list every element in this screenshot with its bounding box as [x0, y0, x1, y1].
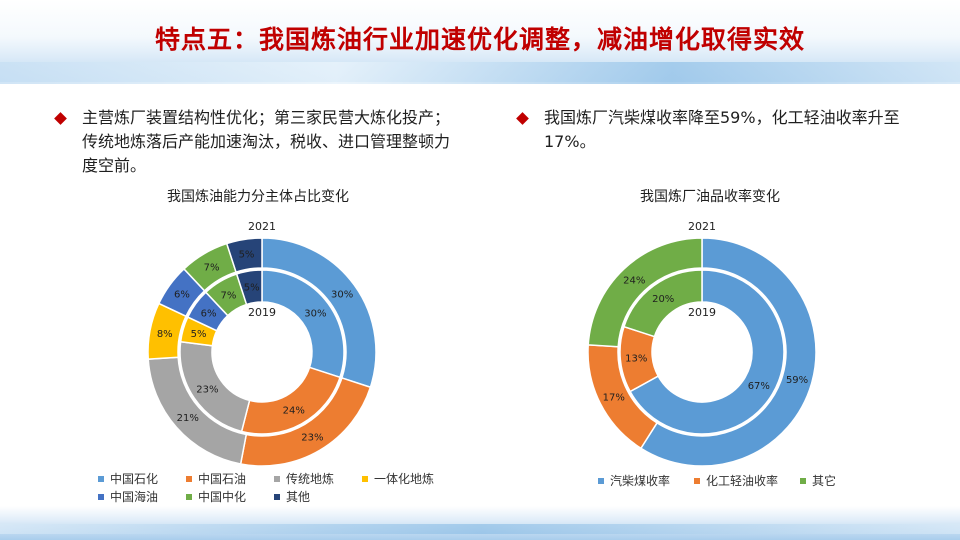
legend-label: 中国石油	[198, 472, 247, 486]
legend-swatch-icon	[362, 475, 368, 482]
bullet-right-text: 我国炼厂汽柴煤收率降至59%，化工轻油收率升至17%。	[544, 108, 900, 151]
inner-ring-slice-6	[235, 269, 263, 306]
legend-item: 其它	[800, 472, 836, 489]
legend-item: 中国海油	[98, 488, 158, 505]
footer-background	[0, 506, 960, 540]
legend-label: 中国中化	[198, 490, 247, 504]
chart-left-title: 我国炼油能力分主体占比变化	[167, 189, 349, 205]
legend-swatch-icon	[800, 477, 806, 484]
legend-swatch-icon	[98, 493, 104, 500]
outer-ring-label-4: 6%	[174, 289, 190, 300]
bullet-right: 我国炼厂汽柴煤收率降至59%，化工轻油收率升至17%。	[516, 106, 918, 154]
header-band	[0, 62, 960, 84]
outer-ring-label-5: 7%	[204, 262, 220, 273]
inner-ring-label-2: 23%	[196, 385, 218, 396]
legend-label: 其他	[286, 490, 311, 504]
outer-ring-year-label: 2021	[248, 220, 276, 233]
outer-ring-label-2: 24%	[623, 275, 645, 286]
legend-item: 其他	[274, 488, 310, 505]
footer-band	[0, 524, 960, 534]
inner-ring-label-6: 5%	[244, 282, 260, 293]
legend-item: 汽柴煤收率	[598, 472, 670, 489]
chart-right-title: 我国炼厂油品收率变化	[640, 189, 780, 205]
legend-swatch-icon	[598, 477, 604, 484]
outer-ring-label-6: 5%	[239, 250, 255, 261]
capacity-share-legend: 中国石化 中国石油 传统地炼 一体化地炼中国海油 中国中化 其他	[98, 470, 478, 510]
legend-item: 化工轻油收率	[694, 472, 778, 489]
legend-swatch-icon	[274, 475, 280, 482]
outer-ring-slice-0	[639, 237, 817, 467]
inner-ring-year-label: 2019	[688, 306, 716, 319]
inner-ring-slice-2	[623, 269, 703, 338]
legend-item: 中国石化	[98, 470, 158, 487]
outer-ring-label-1: 17%	[603, 392, 625, 403]
bullet-left: 主营炼厂装置结构性优化；第三家民营大炼化投产；传统地炼落后产能加速淘汰，税收、进…	[54, 106, 456, 178]
legend-item: 中国中化	[186, 488, 246, 505]
inner-ring-label-2: 20%	[652, 294, 674, 305]
legend-item: 一体化地炼	[362, 470, 434, 487]
inner-ring-label-3: 5%	[191, 329, 207, 340]
legend-label: 传统地炼	[286, 472, 335, 486]
legend-swatch-icon	[186, 475, 192, 482]
outer-ring-label-0: 30%	[331, 289, 353, 300]
inner-ring-label-1: 24%	[283, 405, 305, 416]
legend-item: 传统地炼	[274, 470, 334, 487]
inner-ring-label-5: 7%	[220, 291, 236, 302]
inner-ring-slice-0	[629, 269, 785, 435]
inner-ring-label-0: 30%	[304, 309, 326, 320]
inner-ring-year-label: 2019	[248, 306, 276, 319]
inner-ring-label-0: 67%	[748, 381, 770, 392]
product-yield-legend: 汽柴煤收率 化工轻油收率 其它	[598, 472, 898, 492]
outer-ring-label-2: 21%	[177, 413, 199, 424]
legend-label: 化工轻油收率	[706, 474, 779, 488]
slide-title: 特点五：我国炼油行业加速优化调整，减油增化取得实效	[154, 25, 805, 54]
inner-ring-slice-0	[261, 269, 345, 379]
legend-label: 中国石化	[110, 472, 159, 486]
outer-ring-year-label: 2021	[688, 220, 716, 233]
legend-swatch-icon	[274, 493, 280, 500]
bullet-left-text: 主营炼厂装置结构性优化；第三家民营大炼化投产；传统地炼落后产能加速淘汰，税收、进…	[82, 108, 451, 175]
legend-swatch-icon	[186, 493, 192, 500]
legend-label: 其它	[812, 474, 837, 488]
legend-item: 中国石油	[186, 470, 246, 487]
capacity-share-donut-chart: 30%23%21%8%6%7%5%30%24%23%5%6%7%5%202120…	[147, 220, 377, 467]
legend-swatch-icon	[98, 475, 104, 482]
outer-ring-slice-2	[587, 237, 703, 348]
outer-ring-label-1: 23%	[301, 433, 323, 444]
outer-ring-label-0: 59%	[786, 375, 808, 386]
outer-ring-slice-6	[225, 237, 263, 274]
inner-ring-label-1: 13%	[625, 354, 647, 365]
legend-swatch-icon	[694, 477, 700, 484]
outer-ring-label-3: 8%	[157, 329, 173, 340]
legend-label: 一体化地炼	[374, 472, 435, 486]
inner-ring-label-4: 6%	[201, 309, 217, 320]
legend-label: 汽柴煤收率	[610, 474, 671, 488]
legend-label: 中国海油	[110, 490, 159, 504]
product-yield-donut-chart: 59% 17% 24% 67% 13% 20% 2021 2019	[587, 220, 817, 467]
